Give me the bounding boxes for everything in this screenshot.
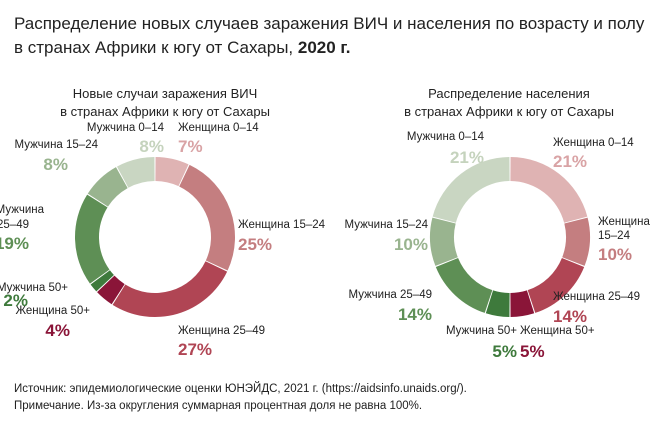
slice-label-hiv-5-b: 25–49 bbox=[0, 219, 29, 231]
slice-label-hiv-2: Женщина 25–49 bbox=[178, 325, 265, 337]
slice-value-population-6: 10% bbox=[394, 235, 428, 254]
slice-value-hiv-4: 2% bbox=[3, 291, 28, 310]
slice-value-population-5: 14% bbox=[398, 305, 432, 324]
donut-slice-hiv-2 bbox=[112, 261, 228, 317]
slice-label-population-4: Мужчина 50+ bbox=[446, 325, 517, 337]
slice-label-hiv-6: Мужчина 15–24 bbox=[15, 139, 99, 151]
title-line-1: Распределение новых случаев заражения ВИ… bbox=[14, 14, 645, 33]
donut-slice-population-2 bbox=[527, 257, 585, 313]
slice-label-population-1-b: 15–24 bbox=[598, 230, 631, 242]
slice-label-population-2: Женщина 25–49 bbox=[553, 291, 640, 303]
donut-slice-population-1 bbox=[562, 217, 590, 266]
rounding-note: Примечание. Из-за округления суммарная п… bbox=[14, 400, 423, 412]
slice-label-population-6: Мужчина 15–24 bbox=[345, 219, 429, 231]
donut-slice-population-3 bbox=[510, 290, 535, 317]
source-note: Источник: эпидемиологические оценки ЮНЭЙ… bbox=[14, 383, 467, 395]
donut-slice-hiv-7 bbox=[116, 157, 155, 188]
slice-label-hiv-7: Мужчина 0–14 bbox=[87, 122, 165, 134]
slice-value-hiv-7: 8% bbox=[139, 137, 164, 156]
donut-slice-hiv-0 bbox=[155, 157, 189, 187]
slice-value-hiv-2: 27% bbox=[178, 340, 212, 359]
slice-label-hiv-4: Мужчина 50+ bbox=[0, 282, 68, 294]
slice-value-population-4: 5% bbox=[492, 342, 517, 361]
donut-slice-population-7 bbox=[432, 157, 510, 223]
slice-label-population-7: Мужчина 0–14 bbox=[407, 131, 485, 143]
footer: Источник: эпидемиологические оценки ЮНЭЙ… bbox=[14, 381, 467, 415]
donut-slice-hiv-3 bbox=[97, 275, 125, 305]
donut-slice-hiv-4 bbox=[90, 270, 114, 292]
title-year: 2020 г. bbox=[297, 38, 351, 57]
slice-label-population-3: Женщина 50+ bbox=[520, 325, 595, 337]
title-line-2: в странах Африки к югу от Сахары, 2020 г… bbox=[14, 36, 654, 60]
donut-slice-population-5 bbox=[435, 257, 493, 313]
donut-slice-hiv-5 bbox=[75, 194, 110, 284]
donut-slice-population-4 bbox=[485, 290, 510, 317]
slice-value-population-3: 5% bbox=[520, 342, 545, 361]
donut-slice-hiv-1 bbox=[179, 164, 235, 271]
slice-value-hiv-0: 7% bbox=[178, 137, 203, 156]
slice-label-hiv-5-a: Мужчина bbox=[0, 204, 45, 216]
donut-slice-hiv-6 bbox=[87, 167, 128, 207]
slice-value-hiv-5: 19% bbox=[0, 234, 29, 253]
slice-value-hiv-6: 8% bbox=[43, 155, 68, 174]
slice-label-hiv-1: Женщина 15–24 bbox=[238, 219, 326, 231]
left-chart-subtitle-line-1: Новые случаи заражения ВИЧ bbox=[72, 86, 258, 101]
slice-label-hiv-0: Женщина 0–14 bbox=[178, 122, 259, 134]
right-chart-subtitle: Распределение населения в странах Африки… bbox=[379, 85, 639, 121]
left-chart-subtitle-line-2: в странах Африки к югу от Сахары bbox=[60, 104, 270, 119]
right-chart-subtitle-line-1: Распределение населения bbox=[428, 86, 590, 101]
slice-label-hiv-3: Женщина 50+ bbox=[15, 305, 90, 317]
right-chart-subtitle-line-2: в странах Африки к югу от Сахары bbox=[404, 104, 614, 119]
slice-value-hiv-1: 25% bbox=[238, 235, 272, 254]
slice-value-population-0: 21% bbox=[553, 152, 587, 171]
donut-slice-population-6 bbox=[430, 217, 458, 266]
donut-slice-population-0 bbox=[510, 157, 588, 223]
slice-value-hiv-3: 4% bbox=[45, 321, 70, 340]
slice-label-population-1-a: Женщина bbox=[598, 216, 650, 228]
chart-title: Распределение новых случаев заражения ВИ… bbox=[14, 12, 654, 60]
slice-label-population-0: Женщина 0–14 bbox=[553, 137, 634, 149]
slice-value-population-7: 21% bbox=[450, 148, 484, 167]
title-line-2-prefix: в странах Африки к югу от Сахары, bbox=[14, 38, 298, 57]
slice-label-population-5: Мужчина 25–49 bbox=[349, 289, 433, 301]
slice-value-population-1: 10% bbox=[598, 245, 632, 264]
left-chart-subtitle: Новые случаи заражения ВИЧ в странах Афр… bbox=[35, 85, 295, 121]
slice-value-population-2: 14% bbox=[553, 307, 587, 326]
